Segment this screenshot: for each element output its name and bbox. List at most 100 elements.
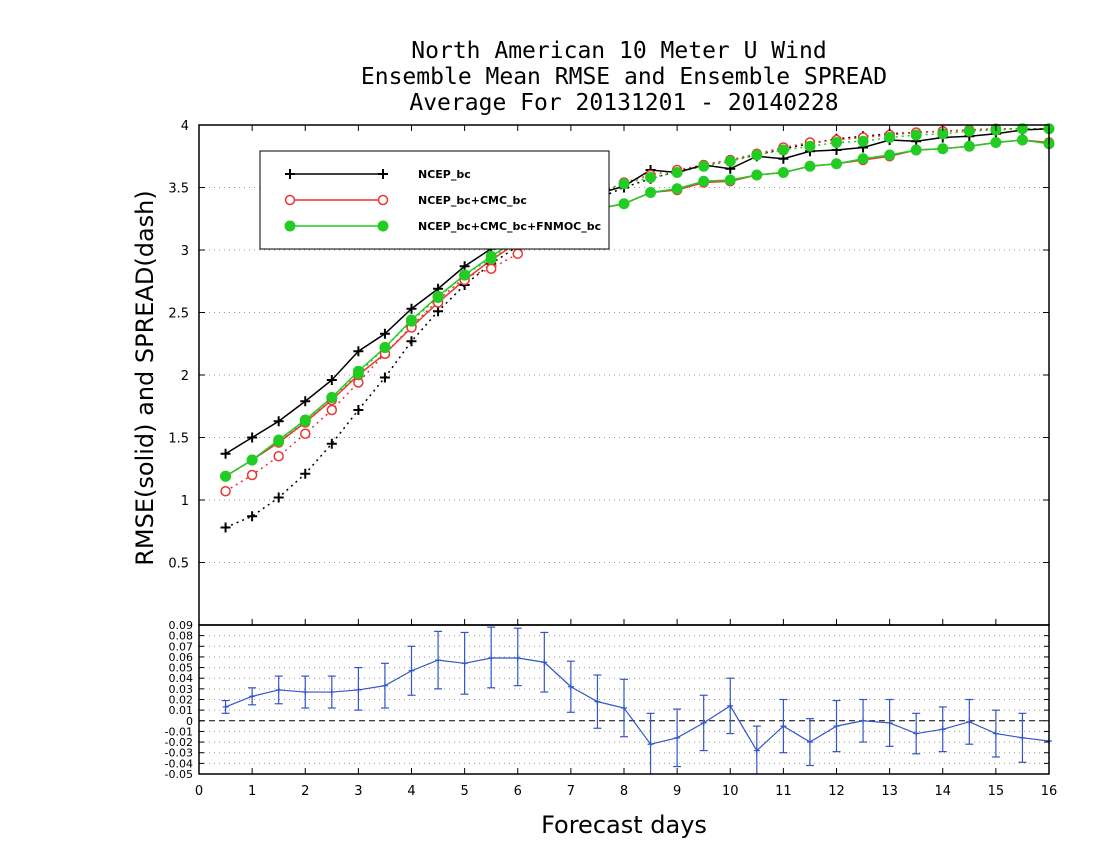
difference-point (913, 730, 920, 737)
filled-circle-marker (220, 470, 232, 482)
plus-marker (379, 328, 390, 339)
plus-marker (285, 169, 295, 179)
difference-point (355, 686, 362, 693)
difference-y-tick-label: 0.01 (169, 704, 194, 717)
legend: NCEP_bc NCEP_bc+CMC_bc NCEP_bc+CMC_bc+FNMO… (259, 150, 610, 250)
legend-label: NCEP_bc+CMC_bc+FNMOC_bc (418, 220, 601, 233)
difference-line (225, 657, 1050, 752)
difference-point (381, 682, 388, 689)
main-y-tick-label: 0.5 (168, 557, 189, 572)
x-tick-label: 16 (1041, 784, 1058, 799)
filled-circle-marker (751, 169, 763, 181)
open-circle-marker (512, 248, 523, 259)
filled-circle-marker (459, 269, 471, 281)
main-y-tick-label: 3.5 (168, 182, 189, 197)
difference-point (222, 703, 229, 710)
difference-point (514, 654, 521, 661)
difference-point (939, 726, 946, 733)
main-y-tick-label: 4 (181, 119, 189, 134)
filled-circle-marker (963, 140, 975, 152)
difference-y-tick-label: 0.05 (169, 662, 194, 675)
plus-marker (300, 468, 311, 479)
difference-point (408, 667, 415, 674)
filled-circle-marker (618, 198, 630, 210)
filled-circle-marker (777, 144, 789, 156)
plus-marker (220, 448, 231, 459)
filled-circle-marker (777, 167, 789, 178)
main-y-tick-label: 2 (181, 369, 189, 384)
filled-circle-marker (379, 342, 391, 353)
spread-line-1 (225, 128, 1049, 529)
legend-item-2: NCEP_bc+CMC_bc (284, 194, 527, 207)
difference-point (674, 734, 681, 741)
difference-panel-series (221, 626, 1052, 774)
filled-circle-marker (698, 175, 710, 187)
difference-point (621, 705, 627, 712)
difference-point (435, 657, 442, 664)
plus-marker (353, 346, 364, 357)
difference-y-tick-label: -0.02 (165, 736, 193, 749)
filled-circle-marker (326, 392, 338, 403)
difference-point (594, 698, 601, 705)
difference-point (328, 689, 335, 696)
difference-y-tick-label: 0.02 (169, 694, 194, 707)
x-tick-label: 1 (248, 784, 256, 799)
filled-circle-marker (990, 137, 1002, 148)
plus-marker (433, 306, 444, 317)
plus-marker (406, 336, 417, 347)
plus-marker (378, 169, 388, 179)
filled-circle-marker (963, 125, 975, 137)
open-circle-marker (246, 469, 258, 481)
filled-circle-marker (671, 183, 683, 195)
filled-circle-marker (246, 454, 258, 466)
difference-point (302, 689, 309, 696)
filled-circle-marker (671, 167, 683, 178)
filled-circle-marker (884, 132, 896, 143)
plus-marker (353, 405, 364, 415)
difference-point (992, 730, 999, 737)
open-circle-marker (326, 404, 338, 416)
difference-point (886, 719, 893, 726)
x-tick-label: 10 (722, 784, 739, 799)
y-axis-label: RMSE(solid) and SPREAD(dash) (131, 190, 159, 566)
legend-item-1: NCEP_bc (285, 168, 471, 181)
filled-circle-marker (884, 149, 896, 161)
filled-circle-marker (406, 314, 417, 326)
x-axis-label: Forecast days (541, 811, 707, 839)
filled-circle-marker (645, 187, 657, 198)
open-circle-marker (220, 486, 231, 497)
filled-circle-marker (910, 144, 922, 156)
filled-circle-marker (352, 365, 364, 377)
chart-title-line-2: Ensemble Mean RMSE and Ensemble SPREAD (361, 64, 887, 90)
open-circle-marker (485, 263, 497, 274)
filled-circle-marker (284, 220, 296, 232)
difference-point (461, 660, 468, 667)
filled-circle-marker (857, 153, 869, 165)
filled-circle-marker (751, 149, 763, 161)
filled-circle-marker (377, 220, 389, 232)
plus-marker (406, 303, 417, 314)
plus-marker (247, 432, 258, 443)
filled-circle-marker (857, 135, 869, 147)
plus-marker (326, 438, 337, 449)
x-tick-label: 7 (567, 784, 575, 799)
legend-label: NCEP_bc (418, 168, 471, 181)
difference-point (700, 719, 707, 726)
plus-marker (220, 522, 231, 533)
filled-circle-marker (831, 137, 842, 148)
x-axis-ticks: 0 1 2 3 4 5 6 7 8 9 10 11 12 13 14 15 16 (195, 125, 1057, 799)
difference-point (249, 693, 256, 700)
difference-point (647, 741, 654, 748)
x-tick-label: 8 (620, 784, 628, 799)
difference-point (780, 723, 787, 730)
filled-circle-marker (804, 160, 816, 172)
main-y-tick-label: 3 (181, 244, 189, 259)
plus-marker (326, 375, 337, 385)
open-circle-marker (273, 451, 284, 462)
filled-circle-marker (804, 140, 816, 152)
plus-marker (247, 511, 258, 522)
difference-y-tick-label: 0.04 (169, 672, 194, 685)
difference-point (753, 747, 760, 754)
filled-circle-marker (910, 129, 922, 141)
